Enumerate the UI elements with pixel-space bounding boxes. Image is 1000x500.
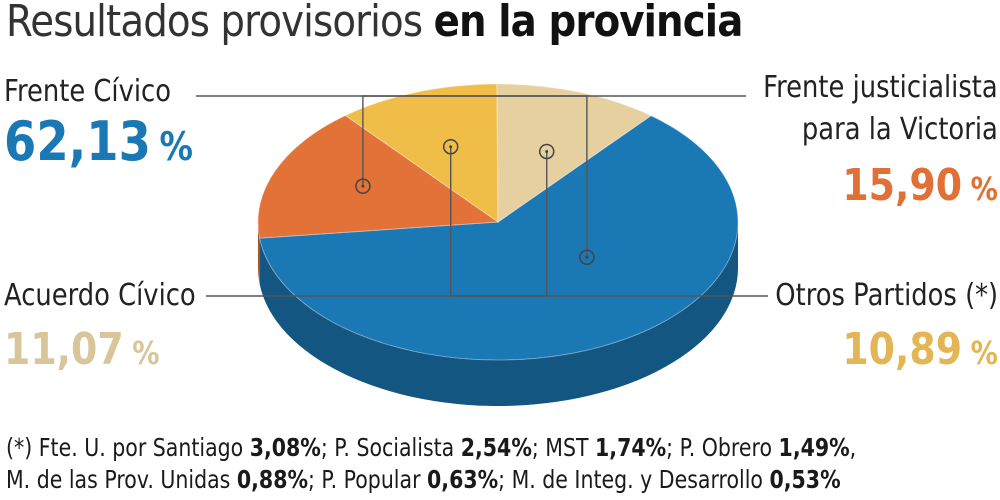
leader-marker-acuerdo-civico xyxy=(538,143,555,160)
footnote-line-1-segment: , xyxy=(849,433,857,462)
pie-slice-otros-partidos xyxy=(344,83,499,223)
footnote-line-1-segment: 1,74% xyxy=(595,433,667,462)
leader-marker-frente-justicialista xyxy=(355,178,371,194)
slice-label-frente-justicialista-line2: para la Victoria xyxy=(802,112,998,147)
footnote-line-1-segment: 3,08% xyxy=(249,433,321,462)
leader-marker-frente-civico xyxy=(579,249,595,266)
footnote-line-1: (*) Fte. U. por Santiago 3,08%; P. Socia… xyxy=(6,432,856,464)
leader-line-frente-justicialista xyxy=(362,95,746,187)
slice-label-frente-civico: Frente Cívico xyxy=(4,74,172,109)
footnote-line-2: M. de las Prov. Unidas 0,88%; P. Popular… xyxy=(6,464,856,496)
footnote-line-1-segment: 1,49% xyxy=(778,433,850,462)
leader-marker-dot-acuerdo-civico xyxy=(545,149,549,153)
pie-slice-frente-civico xyxy=(259,115,739,361)
footnote-line-1-segment: ; P. Socialista xyxy=(320,433,461,462)
slice-value-otros-partidos-number: 10,89 xyxy=(842,324,963,375)
chart-title: Resultados provisorios en la provincia xyxy=(6,0,744,47)
footnote-line-1-segment: 2,54% xyxy=(460,433,532,462)
slice-value-acuerdo-civico-unit: % xyxy=(132,336,160,372)
leader-marker-dot-frente-justicialista xyxy=(361,184,365,188)
footnote-line-2-segment: ; M. de Integ. y Desarrollo xyxy=(498,465,770,494)
footnote-line-2-segment: 0,88% xyxy=(236,465,309,494)
pie-side-frente-civico xyxy=(259,222,738,406)
footnote-line-1-segment: (*) Fte. U. por Santiago xyxy=(6,433,250,462)
leader-marker-otros-partidos xyxy=(442,138,459,155)
pie-slice-frente-justicialista xyxy=(257,114,500,239)
slice-value-frente-civico: 62,13% xyxy=(4,110,193,173)
slice-label-acuerdo-civico: Acuerdo Cívico xyxy=(4,278,196,313)
footnote-line-2-segment: M. de las Prov. Unidas xyxy=(6,465,237,494)
footnote-line-2-segment: ; P. Popular xyxy=(308,465,428,494)
slice-value-acuerdo-civico: 11,07% xyxy=(4,324,160,375)
slice-value-otros-partidos: 10,89% xyxy=(842,324,998,375)
footnote-line-2-segment: 0,53% xyxy=(769,465,841,494)
slice-value-frente-justicialista-unit: % xyxy=(970,172,998,208)
slice-value-acuerdo-civico-number: 11,07 xyxy=(4,324,124,375)
leader-marker-dot-otros-partidos xyxy=(449,145,453,149)
slice-value-frente-justicialista-number: 15,90 xyxy=(842,160,963,211)
slice-value-frente-civico-number: 62,13 xyxy=(4,110,151,173)
leader-marker-dot-frente-civico xyxy=(585,255,589,259)
slice-value-frente-civico-unit: % xyxy=(159,125,193,170)
chart-title-light: Resultados provisorios xyxy=(6,0,423,47)
footnote-line-2-segment: 0,63% xyxy=(427,465,499,494)
slice-label-frente-justicialista-line1: Frente justicialista xyxy=(763,70,998,105)
chart-title-bold: en la provincia xyxy=(433,0,744,47)
footnote-line-1-segment: ; MST xyxy=(531,433,596,462)
pie-slice-acuerdo-civico xyxy=(496,83,652,223)
pie-side-frente-justicialista xyxy=(258,222,260,285)
footnote: (*) Fte. U. por Santiago 3,08%; P. Socia… xyxy=(6,432,856,496)
slice-label-otros-partidos: Otros Partidos (*) xyxy=(775,278,998,313)
slice-value-frente-justicialista: 15,90% xyxy=(842,160,998,211)
slice-value-otros-partidos-unit: % xyxy=(970,336,998,372)
footnote-line-1-segment: ; P. Obrero xyxy=(666,433,779,462)
